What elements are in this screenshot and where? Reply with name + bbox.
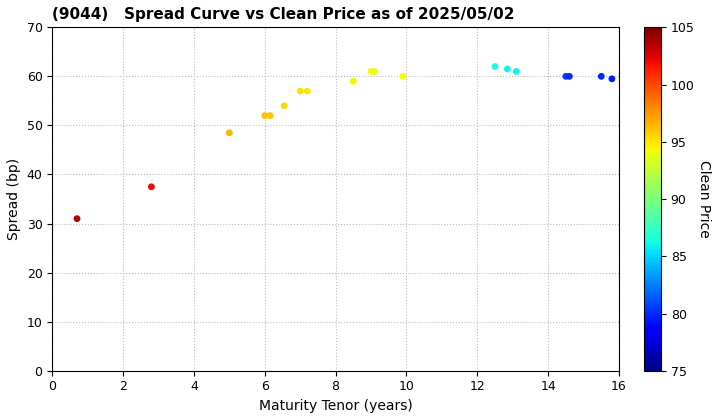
Point [348,78,359,84]
Point [71,215,83,222]
Point [595,73,607,80]
Point [264,112,276,119]
Y-axis label: Spread (bp): Spread (bp) [7,158,21,240]
Y-axis label: Clean Price: Clean Price [697,160,711,238]
Point [259,112,271,119]
Point [606,76,618,82]
Point [564,73,575,80]
Point [145,184,157,190]
Point [279,102,290,109]
Point [502,66,513,72]
Point [302,88,313,94]
X-axis label: Maturity Tenor (years): Maturity Tenor (years) [258,399,413,413]
Point [510,68,522,75]
Point [560,73,572,80]
Point [365,68,377,75]
Point [294,88,306,94]
Point [489,63,500,70]
Text: (9044)   Spread Curve vs Clean Price as of 2025/05/02: (9044) Spread Curve vs Clean Price as of… [53,7,515,22]
Point [397,73,409,80]
Point [369,68,380,75]
Point [224,129,235,136]
